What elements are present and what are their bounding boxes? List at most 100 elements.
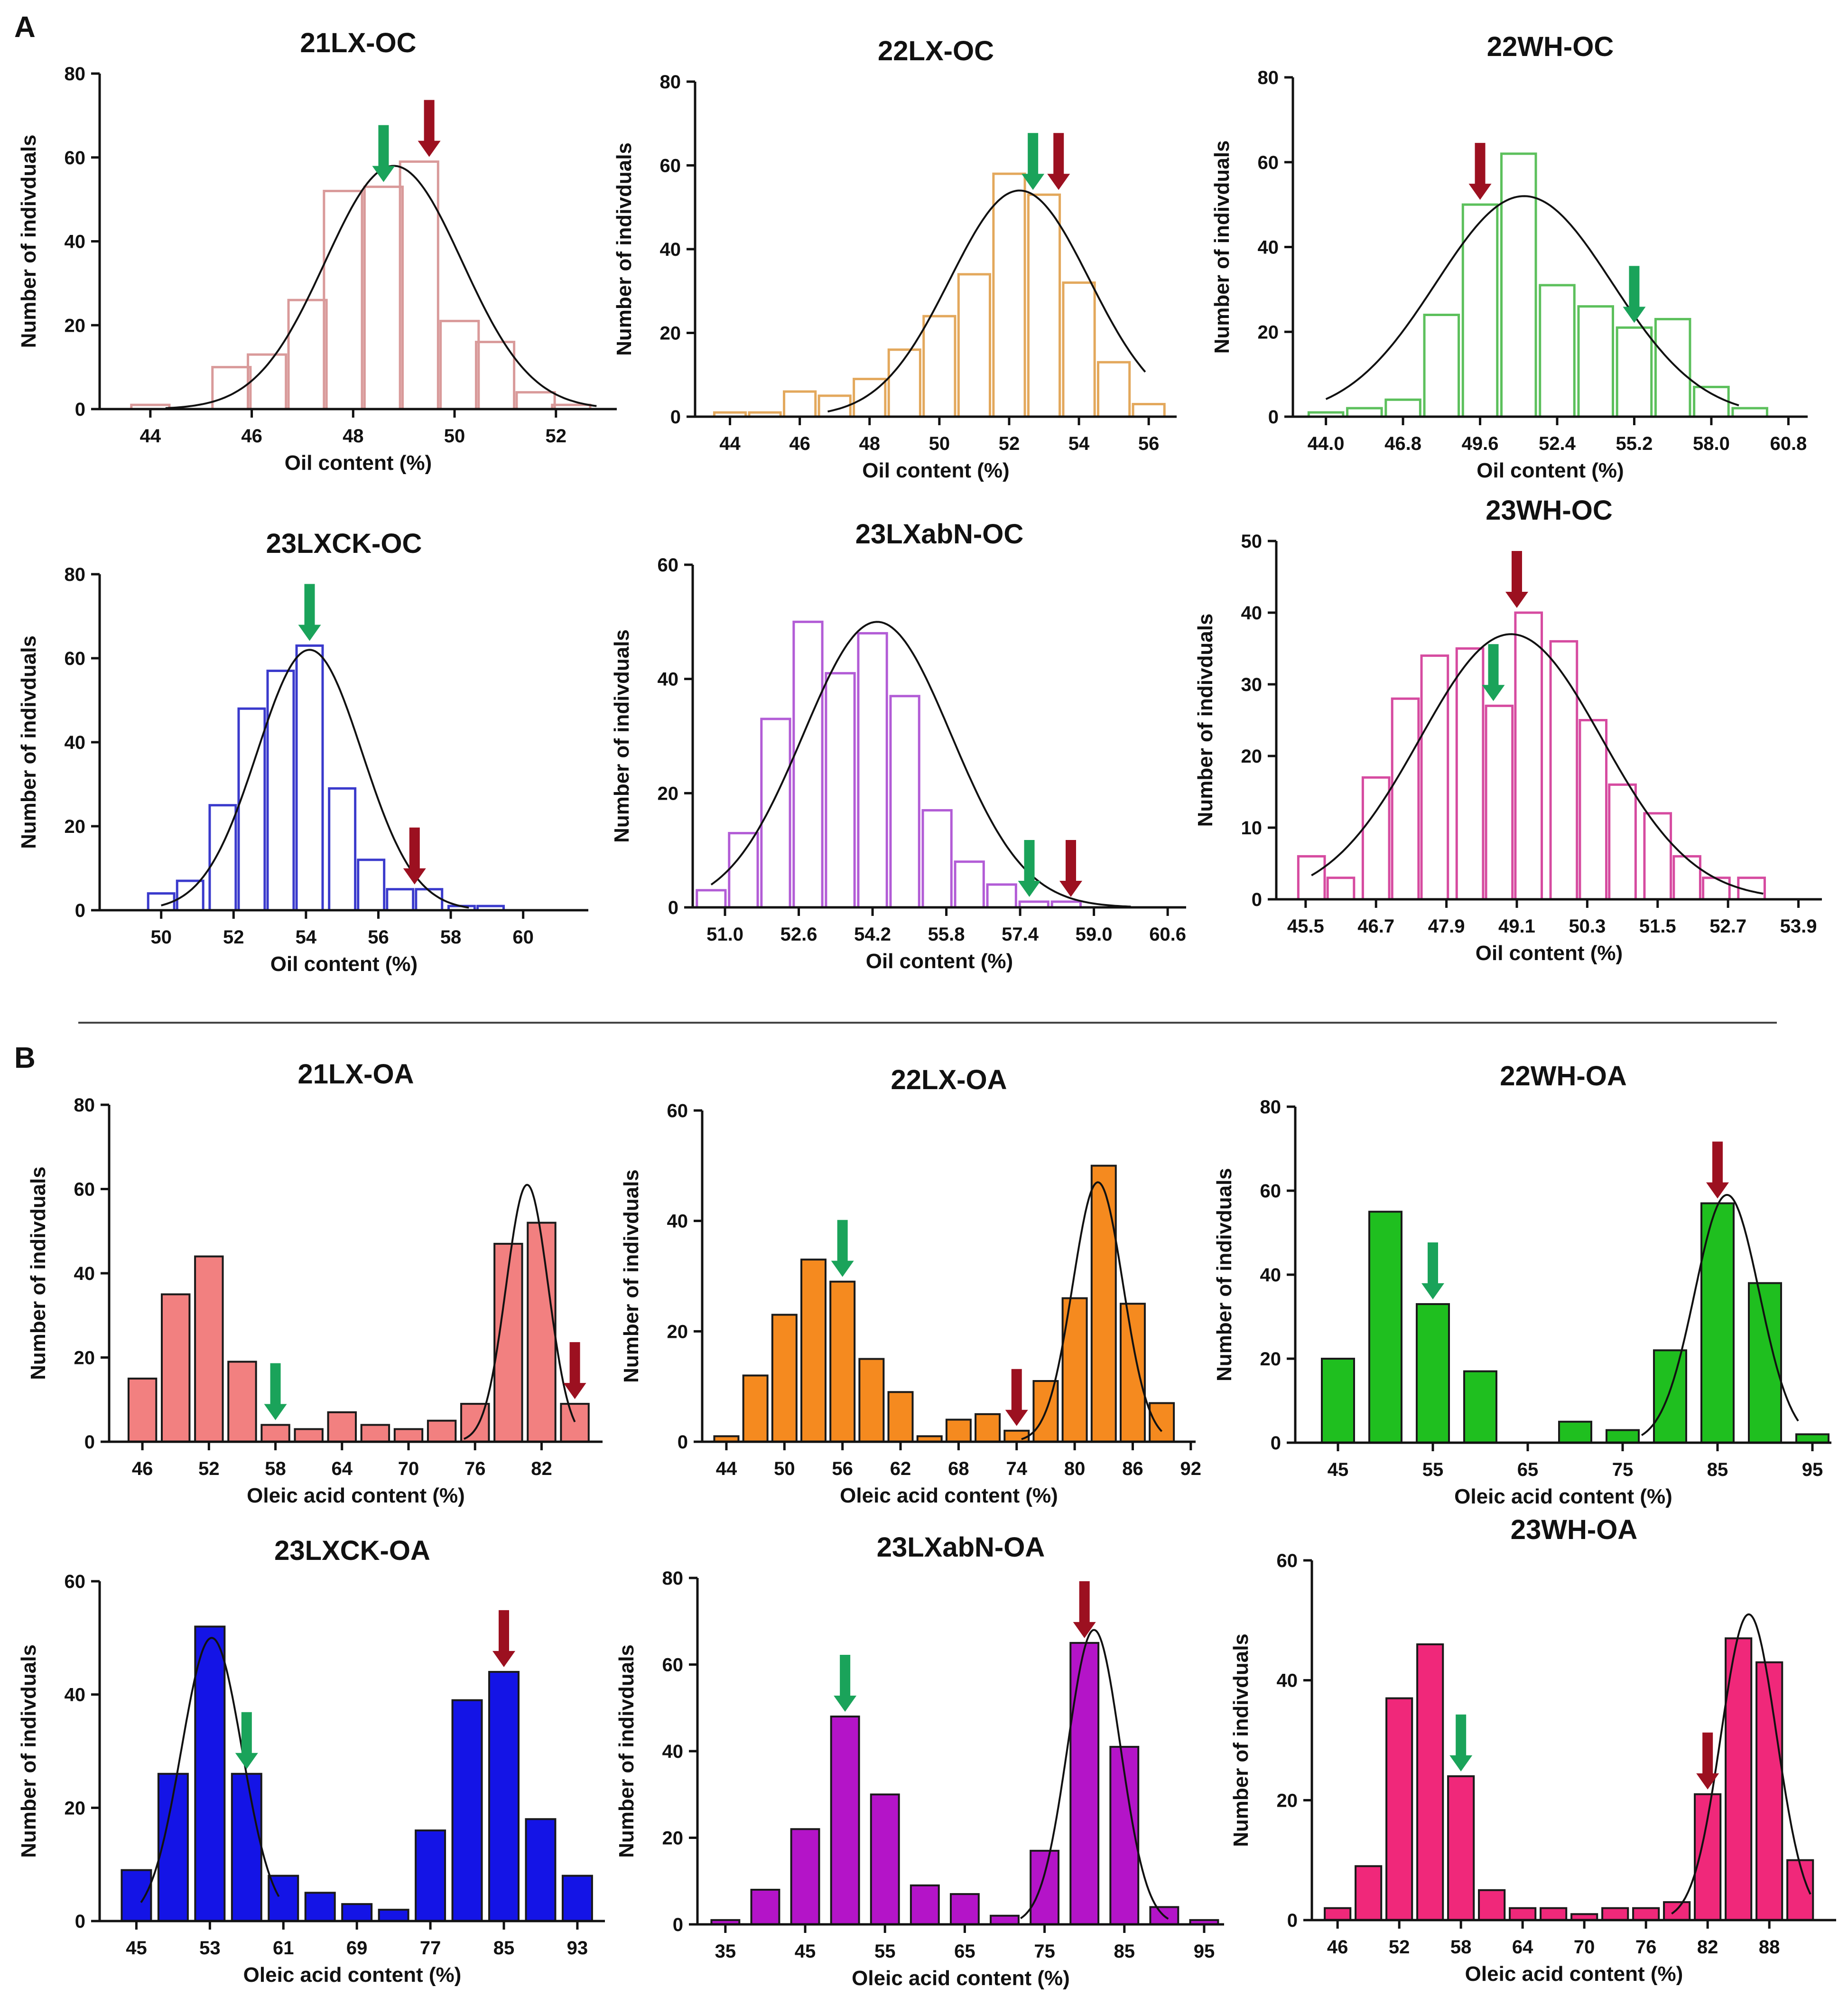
- y-tick-label: 20: [662, 1828, 684, 1849]
- y-tick-label: 20: [667, 1321, 688, 1342]
- histogram-bar: [1700, 1202, 1735, 1444]
- y-tick-label: 60: [1260, 1181, 1282, 1202]
- panel-letter-a: A: [14, 11, 36, 44]
- x-tick-label: 70: [1574, 1937, 1595, 1958]
- x-tick-label: 60.8: [1770, 433, 1807, 454]
- y-tick-label: 20: [65, 315, 86, 336]
- histogram-bar: [1027, 193, 1061, 418]
- y-axis-label: Number of indivduals: [1210, 140, 1234, 354]
- histogram-bar: [1702, 877, 1731, 901]
- histogram-bar: [696, 889, 727, 909]
- x-axis-label: Oil content (%): [866, 950, 1013, 973]
- green-arrow-icon: [1022, 133, 1045, 190]
- x-tick-label: 44: [716, 1458, 737, 1479]
- x-tick-label: 46.7: [1357, 916, 1394, 937]
- histogram-bar: [800, 1259, 827, 1443]
- y-tick-label: 60: [65, 648, 86, 669]
- histogram-bar: [439, 319, 480, 411]
- y-tick-label: 20: [660, 323, 681, 344]
- x-tick-label: 60.6: [1149, 924, 1186, 945]
- red-arrow-icon: [403, 827, 426, 885]
- x-tick-label: 82: [1697, 1937, 1718, 1958]
- histogram-bar: [1385, 1697, 1413, 1921]
- x-tick-label: 50: [929, 433, 950, 454]
- y-axis-label: Number of indivduals: [27, 1166, 50, 1380]
- histogram-bar: [1132, 403, 1166, 418]
- histogram-bar: [1119, 1303, 1146, 1443]
- y-axis-label: Number of indivduals: [17, 1644, 40, 1858]
- x-axis-label: Oleic acid content (%): [1454, 1485, 1672, 1508]
- x-tick-label: 45: [795, 1941, 816, 1962]
- x-tick-label: 48: [859, 433, 881, 454]
- histogram-bar: [527, 1222, 557, 1443]
- normal-fit-curve: [1021, 1181, 1163, 1440]
- x-tick-label: 56: [1138, 433, 1160, 454]
- y-axis-label: Number of indivduals: [620, 1169, 643, 1383]
- histogram-bar: [393, 1428, 424, 1443]
- y-tick-label: 40: [1258, 237, 1279, 258]
- y-tick-label: 60: [1258, 152, 1279, 173]
- y-axis-label: Number of indivduals: [1229, 1633, 1253, 1847]
- histogram-bar: [858, 1358, 885, 1443]
- histogram-bar: [1663, 1901, 1691, 1922]
- histogram-bar: [194, 1255, 224, 1443]
- histogram-bar: [1731, 407, 1768, 418]
- histogram-bar: [1601, 1907, 1629, 1922]
- normal-fit-curve: [1325, 195, 1739, 407]
- x-tick-label: 52: [546, 426, 567, 447]
- y-tick-label: 20: [1241, 746, 1263, 767]
- histogram-bar: [386, 888, 415, 912]
- histogram-bar: [1632, 1907, 1660, 1922]
- x-tick-label: 95: [1194, 1941, 1215, 1962]
- chart-title: 23LXCK-OC: [266, 528, 422, 559]
- y-tick-label: 0: [673, 1914, 683, 1935]
- y-tick-label: 40: [65, 732, 86, 753]
- chart-title: 22LX-OA: [891, 1064, 1007, 1095]
- histogram-bar: [488, 1670, 520, 1922]
- x-tick-label: 45: [1328, 1459, 1349, 1480]
- histogram-bar: [792, 620, 824, 909]
- histogram-bar: [1297, 855, 1326, 901]
- histogram-bar: [357, 858, 386, 912]
- green-arrow-icon: [1482, 644, 1505, 701]
- histogram-bar: [870, 1793, 900, 1925]
- panel-letter-b: B: [14, 1042, 36, 1074]
- histogram-bar: [1500, 152, 1537, 418]
- histogram-bar: [921, 809, 953, 909]
- histogram-bar: [990, 1914, 1020, 1925]
- y-tick-label: 0: [75, 1911, 85, 1932]
- x-tick-label: 52: [1389, 1937, 1410, 1958]
- x-tick-label: 74: [1006, 1458, 1027, 1479]
- chart-22lx-oa: 22LX-OA 0 20 40 60 44 50 56 62 68 74 80 86 92 Oleic ac…: [620, 1064, 1201, 1507]
- y-tick-label: 20: [65, 1798, 86, 1819]
- histogram-bar: [176, 879, 204, 912]
- green-arrow-icon: [372, 125, 395, 182]
- histogram-bar: [1368, 1211, 1402, 1444]
- x-axis-label: Oleic acid content (%): [247, 1484, 465, 1507]
- y-tick-label: 40: [65, 232, 86, 252]
- x-tick-label: 54.2: [854, 924, 891, 945]
- green-arrow-icon: [1018, 840, 1041, 897]
- x-tick-label: 68: [948, 1458, 969, 1479]
- y-tick-label: 80: [1258, 67, 1279, 88]
- histogram-bar: [1384, 398, 1421, 418]
- x-tick-label: 48: [343, 426, 364, 447]
- chart-23lxabn-oa: 23LXabN-OA 0 20 40 60 80 35 45 55 65 75 85 95 Oleic a…: [615, 1532, 1224, 1990]
- y-tick-label: 40: [667, 1211, 688, 1232]
- y-tick-label: 80: [1260, 1097, 1282, 1118]
- x-axis-label: Oleic acid content (%): [852, 1967, 1070, 1990]
- histogram-bar: [887, 1391, 914, 1443]
- histogram-bar: [1478, 1889, 1506, 1921]
- y-axis-label: Number of indivduals: [17, 135, 40, 348]
- x-tick-label: 76: [1635, 1937, 1657, 1958]
- histogram-bar: [1540, 1907, 1568, 1922]
- y-tick-label: 0: [668, 897, 678, 918]
- red-arrow-icon: [1505, 551, 1528, 608]
- chart-title: 23LXCK-OA: [274, 1535, 430, 1566]
- x-tick-label: 58: [440, 927, 462, 948]
- histogram-bar: [1608, 783, 1637, 901]
- red-arrow-icon: [563, 1342, 586, 1400]
- y-tick-label: 50: [1241, 531, 1263, 552]
- x-tick-label: 86: [1122, 1458, 1143, 1479]
- histogram-bar: [1539, 284, 1576, 418]
